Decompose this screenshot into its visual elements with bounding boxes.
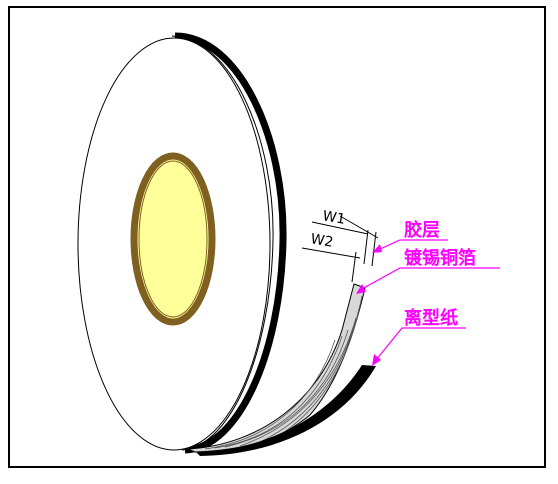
foil-arrow bbox=[356, 284, 366, 294]
w1-tick-a bbox=[363, 229, 369, 265]
adhesive-leader bbox=[377, 239, 448, 251]
release-paper-arrow bbox=[372, 354, 381, 366]
drawing-frame bbox=[8, 6, 546, 468]
w2-tick bbox=[351, 251, 357, 283]
roll-core bbox=[130, 152, 216, 326]
foil-label: 镀锡铜箔 bbox=[404, 247, 476, 269]
w2-label: W2 bbox=[309, 231, 334, 251]
adhesive-arrow bbox=[372, 244, 382, 253]
w1-ext-left bbox=[311, 221, 369, 235]
release-paper-label: 离型纸 bbox=[404, 307, 458, 329]
w1-tick-b bbox=[371, 231, 377, 267]
roll-side bbox=[174, 32, 287, 454]
release-paper-leader bbox=[375, 327, 466, 361]
w1-label: W1 bbox=[321, 208, 346, 228]
foil-strip-texture bbox=[204, 295, 363, 450]
roll-core-inner-edge bbox=[138, 160, 208, 318]
adhesive-label: 胶层 bbox=[404, 219, 440, 241]
w2-ext bbox=[301, 247, 361, 259]
release-paper-strip bbox=[196, 365, 376, 456]
w1-ext-right bbox=[339, 215, 379, 239]
roll-side-inner bbox=[171, 35, 274, 451]
foil-leader bbox=[359, 267, 500, 291]
